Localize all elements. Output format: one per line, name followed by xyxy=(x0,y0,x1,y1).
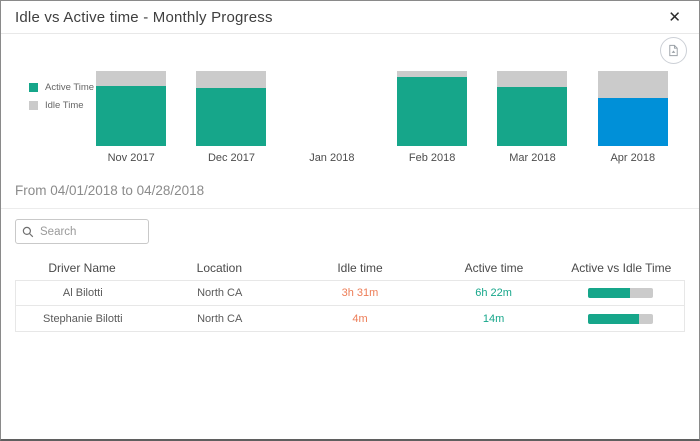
active-segment[interactable] xyxy=(597,98,668,146)
stacked-bars: Nov 2017 Dec 2017 Jan 2018 xyxy=(81,71,683,164)
table-row[interactable]: Stephanie Bilotti North CA 4m 14m xyxy=(15,306,685,332)
bar-slot-mar-2018: Mar 2018 xyxy=(482,71,582,164)
idle-segment[interactable] xyxy=(597,71,668,98)
search-box[interactable] xyxy=(15,219,149,244)
dialog-header: Idle vs Active time - Monthly Progress ✕ xyxy=(1,1,699,34)
bar-nov-2017[interactable] xyxy=(96,71,167,146)
bar-mar-2018[interactable] xyxy=(497,71,568,146)
bar-feb-2018[interactable] xyxy=(397,71,468,146)
bar-slot-nov-2017: Nov 2017 xyxy=(81,71,181,164)
axis-label: Feb 2018 xyxy=(408,152,456,164)
search-icon xyxy=(22,226,34,237)
legend-item-active-time[interactable]: Active Time xyxy=(29,82,94,93)
active-portion xyxy=(587,288,630,298)
export-image-button[interactable] xyxy=(660,37,687,64)
active-vs-idle-progress-bar xyxy=(587,313,653,324)
bar-slot-feb-2018: Feb 2018 xyxy=(382,71,482,164)
bar-apr-2018-selected[interactable] xyxy=(597,71,668,146)
driver-name-cell: Stephanie Bilotti xyxy=(43,312,123,325)
idle-segment[interactable] xyxy=(397,71,468,77)
idle-time-swatch xyxy=(29,101,38,110)
active-time-swatch xyxy=(29,83,38,92)
active-vs-idle-cell xyxy=(557,288,684,298)
legend-item-idle-time[interactable]: Idle Time xyxy=(29,100,94,111)
idle-segment[interactable] xyxy=(497,71,568,87)
bar-slot-jan-2018: Jan 2018 xyxy=(282,71,382,164)
bar-slot-apr-2018: Apr 2018 xyxy=(583,71,683,164)
active-time-cell: 14m xyxy=(482,312,505,325)
legend-label: Active Time xyxy=(45,82,95,93)
location-cell: North CA xyxy=(197,287,243,299)
idle-segment[interactable] xyxy=(96,71,167,86)
idle-time-cell: 4m xyxy=(352,312,368,325)
idle-time-cell: 3h 31m xyxy=(341,287,379,299)
active-segment[interactable] xyxy=(397,77,468,146)
driver-name-cell: Al Bilotti xyxy=(62,287,103,299)
search-row xyxy=(1,209,699,250)
active-segment[interactable] xyxy=(196,88,267,146)
active-segment[interactable] xyxy=(96,86,167,146)
axis-label: Apr 2018 xyxy=(610,152,656,164)
column-header-active-time: Active time xyxy=(464,261,524,275)
column-header-idle-time: Idle time xyxy=(337,261,383,275)
chart-legend: Active Time Idle Time xyxy=(29,82,94,118)
legend-label: Idle Time xyxy=(45,100,84,111)
active-vs-idle-progress-bar xyxy=(587,288,653,298)
drivers-table: Driver Name Location Idle time Active ti… xyxy=(15,256,685,332)
table-header-row: Driver Name Location Idle time Active ti… xyxy=(15,256,685,280)
idle-segment[interactable] xyxy=(196,71,267,89)
export-image-icon xyxy=(669,44,678,57)
bar-slot-dec-2017: Dec 2017 xyxy=(181,71,281,164)
idle-portion xyxy=(638,313,653,324)
active-portion xyxy=(587,313,639,324)
column-header-driver-name: Driver Name xyxy=(48,261,116,275)
table-row[interactable]: Al Bilotti North CA 3h 31m 6h 22m xyxy=(15,280,685,306)
active-vs-idle-cell xyxy=(557,313,684,324)
axis-label: Jan 2018 xyxy=(309,152,355,164)
search-input[interactable] xyxy=(40,225,142,238)
axis-label: Mar 2018 xyxy=(509,152,556,164)
column-header-active-vs-idle: Active vs Idle Time xyxy=(571,261,672,275)
column-header-location: Location xyxy=(196,261,243,275)
active-segment[interactable] xyxy=(497,86,568,146)
monthly-progress-chart: Active Time Idle Time Nov 2017 Dec xyxy=(1,68,699,168)
active-time-cell: 6h 22m xyxy=(475,287,512,299)
dialog-title: Idle vs Active time - Monthly Progress xyxy=(15,8,273,26)
bar-dec-2017[interactable] xyxy=(196,71,267,146)
idle-portion xyxy=(629,288,653,298)
axis-label: Nov 2017 xyxy=(107,152,155,164)
axis-label: Dec 2017 xyxy=(207,152,256,164)
close-icon[interactable]: ✕ xyxy=(664,8,685,27)
date-range-text: From 04/01/2018 to 04/28/2018 xyxy=(1,174,699,209)
location-cell: North CA xyxy=(197,312,243,325)
